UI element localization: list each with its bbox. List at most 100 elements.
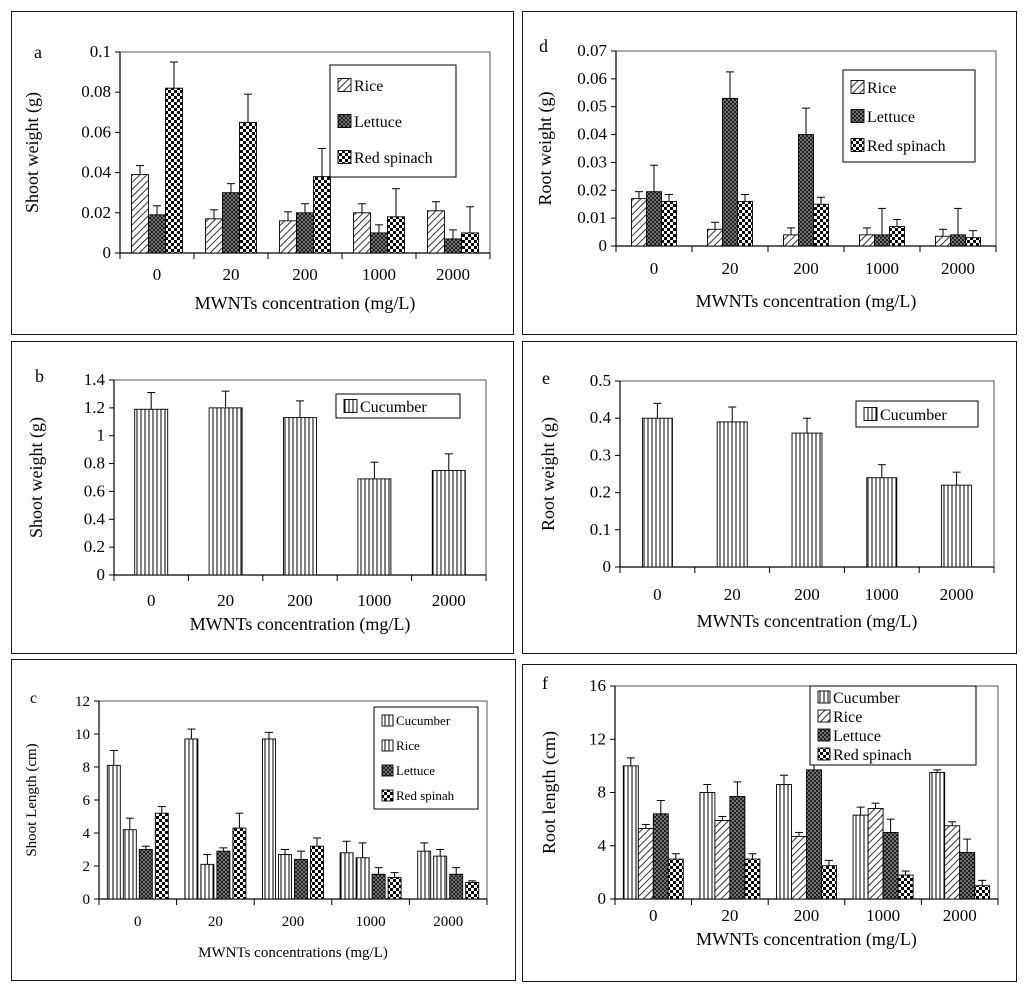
chart-panel-d: 0 0.01 0.02 0.03 0.04 0.05 0.06 0.07 0 20 200 1000 2… <box>522 11 1017 335</box>
error-bar-red-spinah-1000 <box>390 872 399 878</box>
bar-lettuce-1000 <box>874 234 890 247</box>
y-tick-label: 0.4 <box>84 509 106 528</box>
bar-red-spinach-2000 <box>461 232 479 254</box>
x-axis-label: MWNTs concentration (mg/L) <box>696 291 917 312</box>
bar-lettuce-0 <box>138 849 153 900</box>
error-bar-rice-0 <box>635 191 643 199</box>
error-bar-red-spinach-200 <box>817 196 825 205</box>
y-tick-label: 0.6 <box>84 481 105 500</box>
bar-lettuce-20 <box>722 97 738 247</box>
y-tick-label: 0.8 <box>84 454 105 473</box>
y-axis-label: Root weight (g) <box>535 92 556 206</box>
y-tick-label: 12 <box>589 729 606 748</box>
legend-swatch-lettuce <box>381 764 394 777</box>
error-bar-rice-1000 <box>863 227 871 235</box>
bar-lettuce-1000 <box>370 232 388 254</box>
x-tick-label: 20 <box>724 585 741 604</box>
panel-label: a <box>34 42 42 62</box>
bar-cucumber-1000 <box>339 852 354 900</box>
y-tick-label: 0.06 <box>81 122 111 141</box>
legend-label-rice: Rice <box>833 709 862 726</box>
bar-cucumber-2000 <box>941 484 973 568</box>
x-tick-label: 2000 <box>943 906 977 925</box>
bar-lettuce-2000 <box>449 873 464 900</box>
y-axis-label: Shoot weight (g) <box>26 417 47 538</box>
bar-cucumber-0 <box>106 764 121 900</box>
error-bar-rice-0 <box>136 165 144 175</box>
error-bar-lettuce-20 <box>227 183 235 193</box>
bar-rice-2000 <box>427 210 445 254</box>
chart-a-svg: 0 0.02 0.04 0.06 0.08 0.1 0 20 200 1000 2000 Rice Le… <box>22 42 491 314</box>
y-axis-label: Root length (cm) <box>539 731 560 854</box>
y-tick-label: 0.05 <box>577 97 607 116</box>
error-bar-rice-2000 <box>432 201 440 211</box>
x-tick-label: 1000 <box>866 906 900 925</box>
chart-d-svg: 0 0.01 0.02 0.03 0.04 0.05 0.06 0.07 0 20 200 1000 2… <box>535 36 997 312</box>
error-bar-rice-0 <box>641 823 650 829</box>
legend-label-rice: Rice <box>867 80 896 97</box>
y-tick-label: 0.08 <box>81 82 111 101</box>
bar-red-spinach-2000 <box>965 237 981 247</box>
legend-swatch-cucumber <box>817 690 831 704</box>
legend-label-red-spinach: Red spinach <box>833 747 912 764</box>
bar-red-spinach-0 <box>667 858 684 900</box>
error-bar-red-spinach-0 <box>671 853 680 860</box>
y-tick-label: 8 <box>83 760 91 776</box>
legend-label-rice: Rice <box>354 78 383 95</box>
y-tick-label: 0.2 <box>84 537 105 556</box>
error-bar-cucumber-0 <box>653 402 662 419</box>
error-bar-lettuce-2000 <box>963 838 972 853</box>
bar-rice-200 <box>279 220 297 254</box>
bar-rice-20 <box>707 228 723 247</box>
error-bar-lettuce-1000 <box>375 224 383 233</box>
x-axis-label: MWNTs concentration (mg/L) <box>195 293 416 314</box>
legend <box>842 69 976 163</box>
x-axis-label: MWNTs concentrations (mg/L) <box>198 945 388 961</box>
legend-label-lettuce: Lettuce <box>396 763 435 778</box>
bar-rice-0 <box>131 174 149 254</box>
bar-red-spinah-1000 <box>387 877 402 900</box>
error-bar-lettuce-0 <box>141 845 150 850</box>
error-bar-rice-20 <box>203 853 212 865</box>
error-bar-rice-2000 <box>948 821 957 826</box>
bar-cucumber-1000 <box>866 477 898 568</box>
bar-red-spinach-1000 <box>889 226 905 247</box>
legend-label-lettuce: Lettuce <box>867 109 915 126</box>
bar-red-spinah-200 <box>310 845 324 900</box>
bar-cucumber-0 <box>641 417 673 568</box>
bar-lettuce-2000 <box>444 238 462 254</box>
x-tick-label: 20 <box>722 259 739 278</box>
bar-lettuce-200 <box>798 134 814 247</box>
y-tick-label: 1.4 <box>84 370 106 389</box>
bar-red-spinah-0 <box>154 812 169 900</box>
x-tick-label: 0 <box>147 591 156 610</box>
panel-label: c <box>30 690 37 707</box>
bar-rice-200 <box>278 853 292 900</box>
error-bar-cucumber-1000 <box>342 840 351 853</box>
y-tick-label: 0.02 <box>81 203 111 222</box>
x-tick-label: 1000 <box>357 591 391 610</box>
bar-red-spinah-20 <box>232 827 247 900</box>
bar-red-spinach-20 <box>239 121 257 254</box>
error-bar-cucumber-20 <box>703 784 712 793</box>
x-tick-label: 0 <box>650 259 659 278</box>
panel-label: b <box>35 366 44 386</box>
error-bar-red-spinach-0 <box>665 193 673 202</box>
legend-swatch-lettuce <box>817 728 831 742</box>
x-tick-label: 20 <box>208 914 223 930</box>
error-bar-cucumber-2000 <box>933 769 942 773</box>
error-bar-cucumber-20 <box>221 390 230 408</box>
error-bar-red-spinach-20 <box>748 853 757 860</box>
y-tick-label: 0.02 <box>577 180 607 199</box>
y-tick-label: 16 <box>589 676 606 695</box>
x-axis-label: MWNTs concentration (mg/L) <box>190 614 411 635</box>
bar-rice-1000 <box>859 234 875 247</box>
bar-red-spinach-2000 <box>974 885 991 900</box>
bar-rice-0 <box>631 198 647 247</box>
bar-lettuce-1000 <box>882 831 899 900</box>
bar-lettuce-2000 <box>959 851 976 900</box>
error-bar-lettuce-1000 <box>374 867 383 875</box>
legend-swatch-cucumber <box>381 714 394 727</box>
error-bar-rice-200 <box>795 831 803 837</box>
chart-panel-c: 0 2 4 6 8 10 12 0 20 200 1000 2000 Cucumber Rice Lettu… <box>11 659 516 981</box>
